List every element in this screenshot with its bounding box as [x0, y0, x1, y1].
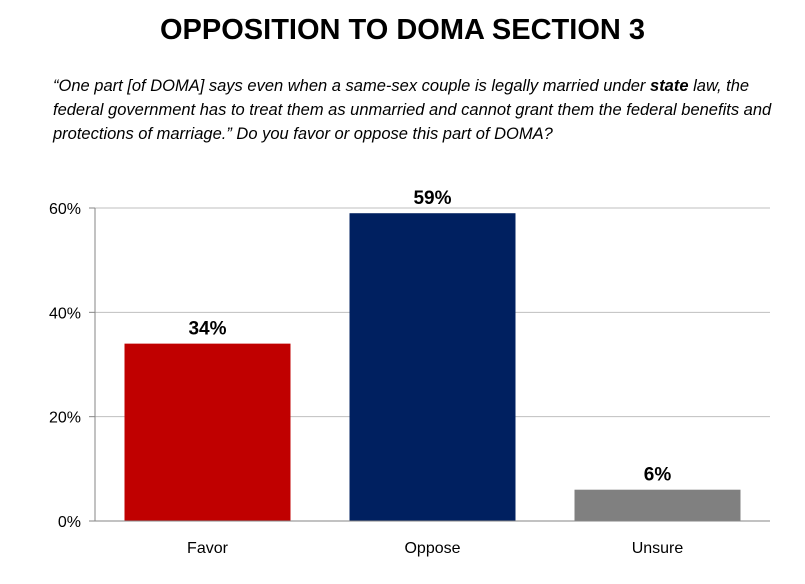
category-label-unsure: Unsure — [632, 540, 684, 557]
category-label-oppose: Oppose — [404, 540, 460, 557]
y-tick-label: 60% — [49, 201, 81, 218]
question-emphasis: state — [650, 77, 689, 95]
question-text-part2: law, the federal government has to treat… — [53, 77, 772, 143]
bar-unsure — [574, 489, 741, 521]
bar-favor — [124, 343, 291, 521]
y-tick-label: 0% — [58, 514, 81, 531]
category-label-favor: Favor — [187, 540, 229, 557]
data-label-unsure: 6% — [644, 465, 672, 486]
y-tick-label: 40% — [49, 305, 81, 322]
bars — [124, 213, 741, 521]
survey-question: “One part [of DOMA] says even when a sam… — [53, 74, 793, 146]
axes — [89, 207, 770, 522]
chart-title: OPPOSITION TO DOMA SECTION 3 — [160, 14, 645, 46]
data-label-oppose: 59% — [413, 188, 451, 209]
question-text-part1: “One part [of DOMA] says even when a sam… — [53, 77, 651, 95]
labels: 0% 20% 40% 60% 34% Favor 59% Oppose 6% Unsure — [49, 188, 683, 557]
y-tick-label: 20% — [49, 410, 81, 427]
bar-oppose — [349, 213, 516, 521]
data-label-favor: 34% — [188, 319, 226, 340]
